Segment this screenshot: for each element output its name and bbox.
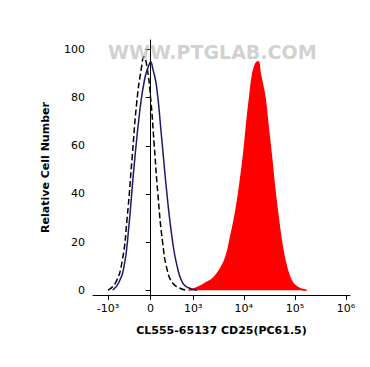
svg-text:Relative Cell Number: Relative Cell Number [39,102,52,233]
svg-text:20: 20 [71,236,85,249]
svg-text:10⁶: 10⁶ [337,302,356,315]
svg-text:10⁴: 10⁴ [235,302,254,315]
svg-text:0: 0 [78,284,85,297]
svg-text:10⁵: 10⁵ [286,302,304,315]
svg-text:40: 40 [71,187,85,200]
svg-text:100: 100 [64,43,85,56]
svg-text:0: 0 [147,302,154,315]
svg-text:10³: 10³ [184,302,202,315]
svg-text:WWW.PTGLAB.COM: WWW.PTGLAB.COM [108,41,317,63]
svg-text:CL555-65137 CD25(PC61.5): CL555-65137 CD25(PC61.5) [136,324,307,337]
svg-text:80: 80 [71,91,85,104]
svg-text:-10³: -10³ [97,302,119,315]
svg-text:60: 60 [71,139,85,152]
